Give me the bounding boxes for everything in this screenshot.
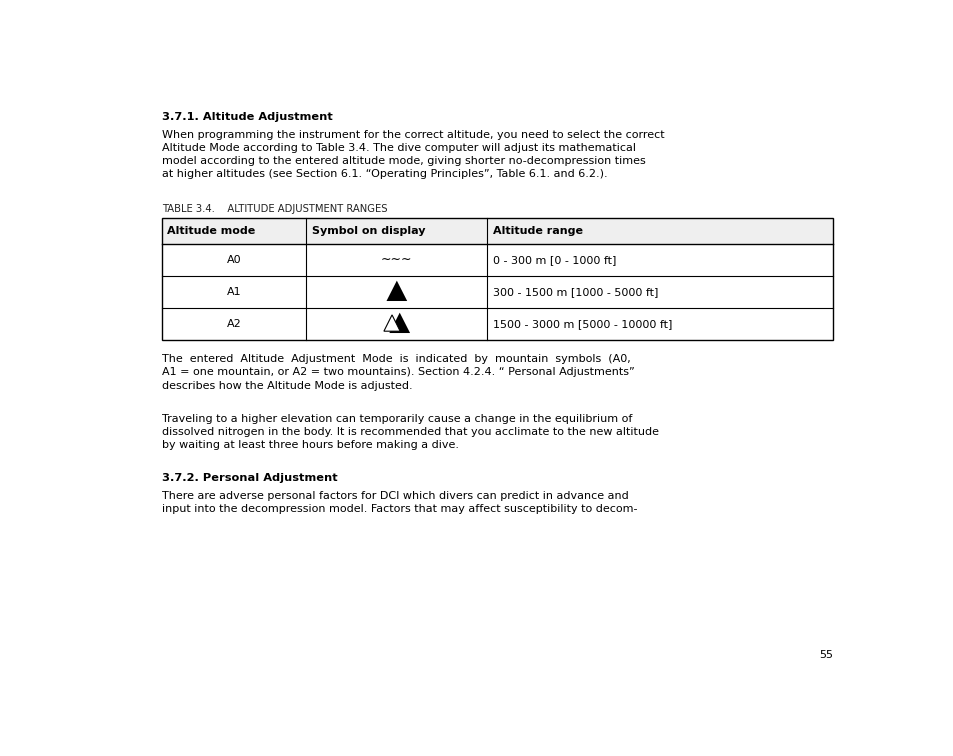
Text: The  entered  Altitude  Adjustment  Mode  is  indicated  by  mountain  symbols  : The entered Altitude Adjustment Mode is … — [162, 355, 634, 391]
Text: 1500 - 3000 m [5000 - 10000 ft]: 1500 - 3000 m [5000 - 10000 ft] — [492, 319, 672, 329]
Text: A2: A2 — [227, 319, 241, 329]
Text: Altitude range: Altitude range — [492, 226, 582, 236]
Text: A1: A1 — [227, 287, 241, 297]
Polygon shape — [389, 313, 410, 333]
Text: Symbol on display: Symbol on display — [312, 226, 425, 236]
Text: There are adverse personal factors for DCI which divers can predict in advance a: There are adverse personal factors for D… — [162, 491, 637, 513]
Text: 55: 55 — [818, 650, 832, 660]
Bar — [162, 218, 832, 340]
Text: 0 - 300 m [0 - 1000 ft]: 0 - 300 m [0 - 1000 ft] — [492, 255, 616, 265]
Text: Traveling to a higher elevation can temporarily cause a change in the equilibriu: Traveling to a higher elevation can temp… — [162, 414, 659, 450]
Text: A0: A0 — [227, 255, 241, 265]
Polygon shape — [383, 315, 399, 331]
Text: 3.7.2. Personal Adjustment: 3.7.2. Personal Adjustment — [162, 473, 337, 483]
Text: TABLE 3.4.    ALTITUDE ADJUSTMENT RANGES: TABLE 3.4. ALTITUDE ADJUSTMENT RANGES — [162, 203, 387, 214]
Text: 300 - 1500 m [1000 - 5000 ft]: 300 - 1500 m [1000 - 5000 ft] — [492, 287, 658, 297]
Polygon shape — [386, 280, 407, 301]
Text: 3.7.1. Altitude Adjustment: 3.7.1. Altitude Adjustment — [162, 112, 333, 122]
Text: When programming the instrument for the correct altitude, you need to select the: When programming the instrument for the … — [162, 130, 664, 179]
Text: ∼∼∼: ∼∼∼ — [380, 253, 412, 266]
Text: Altitude mode: Altitude mode — [168, 226, 255, 236]
Bar — [162, 218, 832, 244]
